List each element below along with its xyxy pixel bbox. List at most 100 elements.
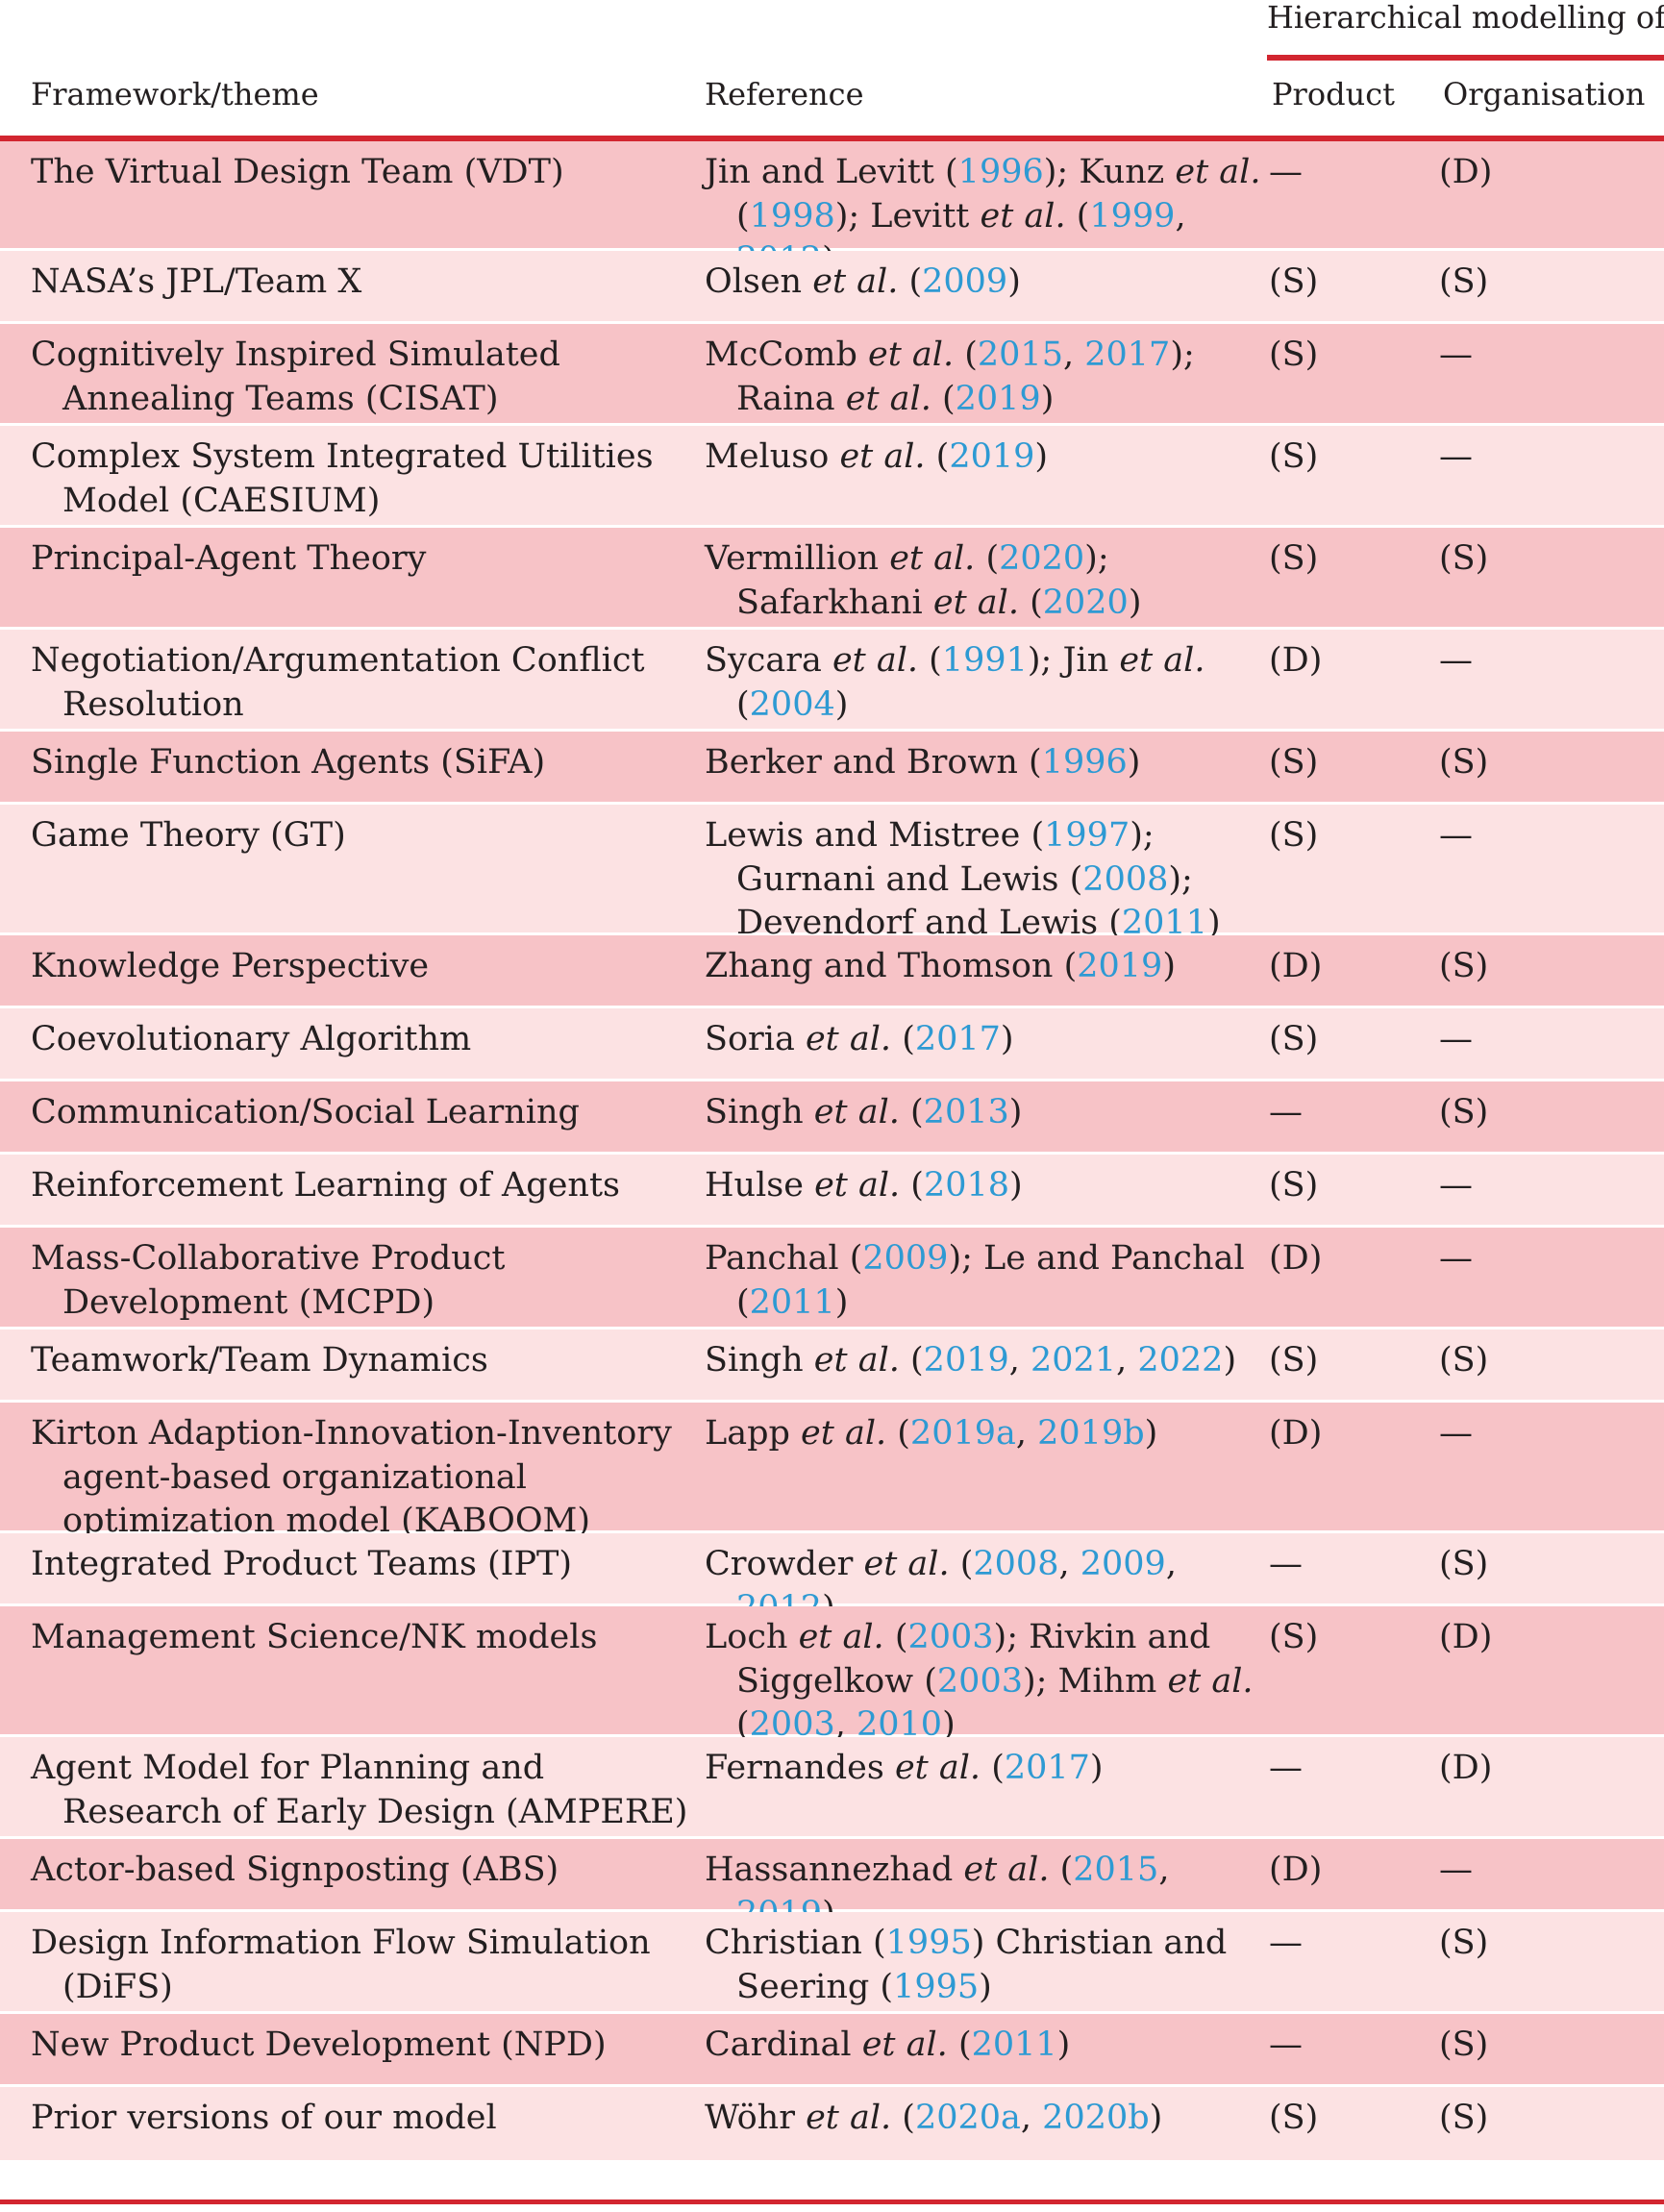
organisation-cell: (S) [1439, 1545, 1489, 1583]
reference-text: Christian ( [705, 1924, 886, 1962]
reference-text: ) [1009, 1166, 1023, 1205]
product-cell: (S) [1269, 743, 1319, 782]
reference-cell: Zhang and Thomson (2019) [705, 945, 1275, 989]
reference-text: ( [736, 1705, 750, 1744]
col-header-reference: Reference [705, 76, 864, 112]
citation-year-link[interactable]: 2011 [971, 2026, 1057, 2064]
reference-cell: McComb et al. (2015, 2017); Raina et al.… [705, 334, 1275, 421]
organisation-cell: — [1439, 1414, 1473, 1453]
product-cell: (S) [1269, 539, 1319, 578]
reference-text: ( [736, 196, 750, 236]
reference-text: ); Mihm [1022, 1661, 1168, 1701]
reference-cell: Christian (1995) Christian and Seering (… [705, 1922, 1275, 2009]
citation-year-link[interactable]: 1991 [941, 641, 1028, 680]
table-body: The Virtual Design Team (VDT) Jin and Lev… [0, 141, 1664, 2160]
organisation-cell: — [1439, 816, 1473, 855]
table-row: Negotiation/Argumentation Conflict Resol… [0, 630, 1664, 732]
et-al-text: et al. [814, 1166, 901, 1205]
citation-year-link[interactable]: 2011 [749, 1282, 835, 1322]
reference-cell: Lapp et al. (2019a, 2019b) [705, 1412, 1275, 1456]
reference-text: ( [900, 1166, 924, 1205]
reference-text: ) [834, 1282, 849, 1322]
citation-year-link[interactable]: 2018 [923, 1166, 1010, 1205]
citation-year-link[interactable]: 1998 [749, 196, 835, 236]
et-al-text: et al. [868, 336, 955, 374]
reference-text: Jin and Levitt ( [705, 153, 958, 191]
citation-year-link[interactable]: 2003 [936, 1661, 1023, 1701]
et-al-text: et al. [889, 539, 976, 578]
reference-text: ) [1144, 1414, 1158, 1453]
reference-text: Soria [705, 1020, 806, 1058]
citation-year-link[interactable]: 2021 [1031, 1341, 1117, 1379]
et-al-text: et al. [845, 379, 931, 418]
citation-year-link[interactable]: 2013 [923, 1093, 1009, 1131]
organisation-cell: — [1439, 336, 1473, 374]
product-cell: (S) [1269, 1166, 1319, 1205]
citation-year-link[interactable]: 2004 [749, 684, 835, 724]
reference-text: ); Raina [736, 336, 1195, 418]
reference-text: ) [1007, 262, 1021, 301]
citation-year-link[interactable]: 2019 [1077, 947, 1163, 985]
reference-text: ( [886, 1414, 910, 1453]
citation-year-link[interactable]: 2017 [1084, 336, 1171, 374]
et-al-text: et al. [963, 1851, 1050, 1889]
reference-text: ( [891, 2099, 915, 2137]
citation-year-link[interactable]: 2017 [914, 1020, 1001, 1058]
et-al-text: et al. [813, 1093, 900, 1131]
citation-year-link[interactable]: 2015 [977, 336, 1063, 374]
et-al-text: et al. [832, 641, 919, 680]
reference-text: ) [1000, 1020, 1014, 1058]
reference-text: ( [899, 1093, 924, 1131]
citation-year-link[interactable]: 1995 [893, 1967, 980, 2006]
reference-cell: Loch et al. (2003); Rivkin and Siggelkow… [705, 1616, 1275, 1748]
product-cell: (D) [1269, 1239, 1323, 1278]
citation-year-link[interactable]: 1996 [957, 153, 1044, 191]
citation-year-link[interactable]: 1995 [885, 1924, 972, 1962]
table-row: Mass-Collaborative Product Development (… [0, 1228, 1664, 1330]
citation-year-link[interactable]: 1997 [1044, 816, 1130, 855]
reference-text: ( [1018, 583, 1043, 622]
citation-year-link[interactable]: 2008 [973, 1545, 1059, 1583]
citation-year-link[interactable]: 2009 [922, 262, 1008, 301]
citation-year-link[interactable]: 2009 [1080, 1545, 1166, 1583]
framework-cell: Reinforcement Learning of Agents [31, 1166, 620, 1205]
citation-year-link[interactable]: 2008 [1082, 859, 1169, 899]
reference-cell: Sycara et al. (1991); Jin et al. (2004) [705, 639, 1275, 727]
citation-year-link[interactable]: 2020b [1042, 2099, 1150, 2137]
organisation-cell: (D) [1439, 1618, 1493, 1656]
citation-year-link[interactable]: 1996 [1041, 743, 1128, 782]
reference-text: , [1058, 1545, 1080, 1583]
citation-year-link[interactable]: 2003 [907, 1618, 994, 1656]
reference-cell: Singh et al. (2019, 2021, 2022) [705, 1339, 1275, 1383]
framework-cell: Agent Model for Planning and Research of… [31, 1749, 688, 1831]
reference-cell: Lewis and Mistree (1997); Gurnani and Le… [705, 814, 1275, 946]
citation-year-link[interactable]: 2019b [1037, 1414, 1145, 1453]
reference-text: ) [1008, 1093, 1023, 1131]
citation-year-link[interactable]: 2022 [1137, 1341, 1224, 1379]
table-row: Game Theory (GT) Lewis and Mistree (1997)… [0, 805, 1664, 942]
citation-year-link[interactable]: 2019 [955, 379, 1041, 418]
citation-year-link[interactable]: 2017 [1004, 1749, 1090, 1787]
framework-cell: Principal-Agent Theory [31, 539, 427, 578]
citation-year-link[interactable]: 2020 [999, 539, 1085, 578]
citation-year-link[interactable]: 2019 [949, 437, 1035, 476]
reference-text: , [1175, 196, 1186, 236]
framework-cell: Single Function Agents (SiFA) [31, 743, 546, 782]
citation-year-link[interactable]: 2009 [862, 1239, 949, 1278]
citation-year-link[interactable]: 1999 [1089, 196, 1176, 236]
citation-year-link[interactable]: 2020a [914, 2099, 1021, 2137]
citation-year-link[interactable]: 2015 [1073, 1851, 1159, 1889]
et-al-text: et al. [1119, 641, 1205, 680]
reference-text: ) [1089, 1749, 1104, 1787]
reference-text: Berker and Brown ( [705, 743, 1042, 782]
reference-cell: Wöhr et al. (2020a, 2020b) [705, 2097, 1275, 2141]
product-cell: (S) [1269, 1341, 1319, 1379]
reference-text: ( [925, 437, 950, 476]
reference-text: Crowder [705, 1545, 864, 1583]
citation-year-link[interactable]: 2019a [909, 1414, 1016, 1453]
citation-year-link[interactable]: 2020 [1042, 583, 1129, 622]
reference-text: ) [1223, 1341, 1237, 1379]
citation-year-link[interactable]: 2019 [923, 1341, 1009, 1379]
bottom-rule [0, 2200, 1664, 2204]
organisation-cell: — [1439, 1851, 1473, 1889]
